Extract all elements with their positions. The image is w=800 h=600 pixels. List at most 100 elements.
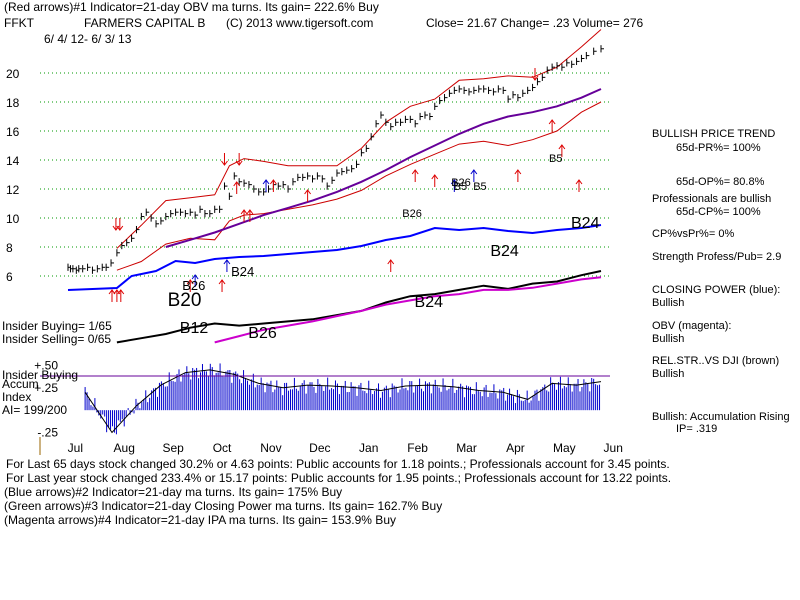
- upper-band-line: [116, 29, 602, 249]
- closing-power-status: Bullish: [652, 297, 685, 309]
- signal-label: B24: [415, 294, 444, 311]
- signal-label: B24: [571, 215, 600, 232]
- month-tick-label: Nov: [260, 441, 281, 455]
- price-tick-label: 6: [6, 270, 13, 284]
- month-tick-label: May: [553, 441, 576, 455]
- price-tick-label: 8: [6, 241, 13, 255]
- accum-tick-label: +.50: [34, 358, 58, 372]
- signal-label: B26: [402, 208, 422, 220]
- buy-arrow: [223, 259, 231, 272]
- sell-arrow: [116, 218, 124, 231]
- buy-arrow: [262, 179, 270, 192]
- price-tick-label: 14: [6, 154, 20, 168]
- axis-ticks: 20 18 16 14 12 10 8 6 +.50 +.25 -.25 Jul Aug Sep Oct No…: [6, 67, 623, 455]
- signal-label: B5: [454, 181, 467, 193]
- footer-line-1: For Last 65 days stock changed 30.2% or …: [6, 457, 670, 471]
- month-tick-label: Feb: [407, 441, 428, 455]
- signal-label: B20: [168, 290, 202, 311]
- cp-vs-pr: CP%vsPr%= 0%: [652, 228, 735, 240]
- month-tick-label: Oct: [213, 441, 232, 455]
- buy-arrow: [233, 181, 241, 194]
- ip-value: IP= .319: [676, 423, 718, 435]
- signal-label: B26: [182, 278, 205, 293]
- sell-arrow: [221, 153, 228, 166]
- insider-selling: Insider Selling= 0/65: [2, 332, 112, 346]
- pros-status: Professionals are bullish: [652, 193, 772, 205]
- ticker-symbol: FFKT: [4, 16, 34, 30]
- closing-power-label: CLOSING POWER (blue):: [652, 284, 781, 296]
- buy-arrow: [431, 174, 439, 187]
- buy-arrow: [514, 169, 522, 182]
- buy-arrow: [240, 209, 248, 222]
- buy-arrow: [450, 179, 458, 192]
- price-tick-label: 10: [6, 212, 20, 226]
- price-tick-label: 12: [6, 183, 20, 197]
- accum-tick-label: -.25: [37, 426, 58, 440]
- footer-line-2: For Last year stock changed 233.4% or 15…: [6, 471, 672, 485]
- buy-arrow: [411, 169, 419, 182]
- insider-buying: Insider Buying= 1/65: [2, 319, 112, 333]
- signal-label: B26: [451, 177, 471, 189]
- pr-value: 65d-PR%= 100%: [676, 142, 761, 154]
- strength-ratio: Strength Profess/Pub= 2.9: [652, 251, 782, 263]
- copyright: (C) 2013 www.tigersoft.com: [226, 16, 374, 30]
- signal-label: B5: [549, 153, 562, 165]
- accum-ma-line: [84, 369, 602, 434]
- obv-status: Bullish: [652, 333, 685, 345]
- index-label: Index: [2, 390, 32, 404]
- ma-line: [165, 88, 602, 248]
- price-gridlines: [40, 72, 610, 277]
- ai-value: AI= 199/200: [2, 403, 68, 417]
- price-tick-label: 20: [6, 67, 20, 81]
- month-tick-label: Jun: [604, 441, 623, 455]
- footer-line-3: (Blue arrows)#2 Indicator=21-day ma turn…: [4, 485, 343, 499]
- buy-arrow: [186, 279, 194, 292]
- buy-arrow: [548, 119, 556, 132]
- series-layer: [67, 29, 605, 435]
- sell-arrow: [235, 153, 243, 166]
- price-tick-label: 18: [6, 96, 20, 110]
- date-range: 6/ 4/ 12- 6/ 3/ 13: [44, 32, 132, 46]
- header-indicator-line: (Red arrows)#1 Indicator=21-day OBV ma t…: [4, 0, 379, 14]
- accum-tick-label: +.25: [34, 381, 58, 395]
- closing-power-line: [67, 224, 602, 291]
- month-tick-label: Jul: [68, 441, 83, 455]
- month-tick-label: Sep: [162, 441, 184, 455]
- month-tick-label: Aug: [114, 441, 135, 455]
- signal-label: B26: [248, 325, 277, 342]
- insider-buying-2: Insider Buying: [2, 368, 79, 382]
- quote-summary: Close= 21.67 Change= .23 Volume= 276: [426, 16, 644, 30]
- buy-arrow: [558, 144, 566, 157]
- obv-label: OBV (magenta):: [652, 320, 732, 332]
- signal-label: B12: [180, 320, 209, 337]
- buy-arrow: [108, 289, 116, 302]
- buy-arrow: [218, 279, 226, 292]
- lower-band-line: [116, 101, 602, 271]
- signal-label: B5: [473, 181, 486, 193]
- signal-label: B24: [490, 243, 519, 260]
- buy-arrow: [304, 189, 312, 202]
- buy-arrow: [117, 289, 125, 302]
- op-value: 65d-OP%= 80.8%: [676, 176, 765, 188]
- cp-value: 65d-CP%= 100%: [676, 206, 761, 218]
- company-name: FARMERS CAPITAL B: [84, 16, 206, 30]
- signal-label: B24: [231, 264, 254, 279]
- accum-status: Bullish: Accumulation Rising: [652, 411, 790, 423]
- buy-arrow: [269, 179, 277, 192]
- footer-line-5: (Magenta arrows)#4 Indicator=21-day IPA …: [4, 513, 396, 527]
- month-tick-label: Jan: [359, 441, 378, 455]
- sell-arrow: [531, 68, 539, 81]
- footer-line-4: (Green arrows)#3 Indicator=21-day Closin…: [4, 499, 443, 513]
- relstr-label: REL.STR..VS DJI (brown): [652, 355, 780, 367]
- buy-arrow: [246, 209, 254, 222]
- month-tick-label: Mar: [456, 441, 477, 455]
- buy-arrow: [387, 259, 395, 272]
- obv-line: [214, 276, 602, 344]
- buy-arrow: [470, 169, 478, 182]
- price-tick-label: 16: [6, 125, 20, 139]
- buy-arrow: [575, 179, 583, 192]
- trend-title: BULLISH PRICE TREND: [652, 128, 776, 140]
- accum-label: Accum: [2, 377, 39, 391]
